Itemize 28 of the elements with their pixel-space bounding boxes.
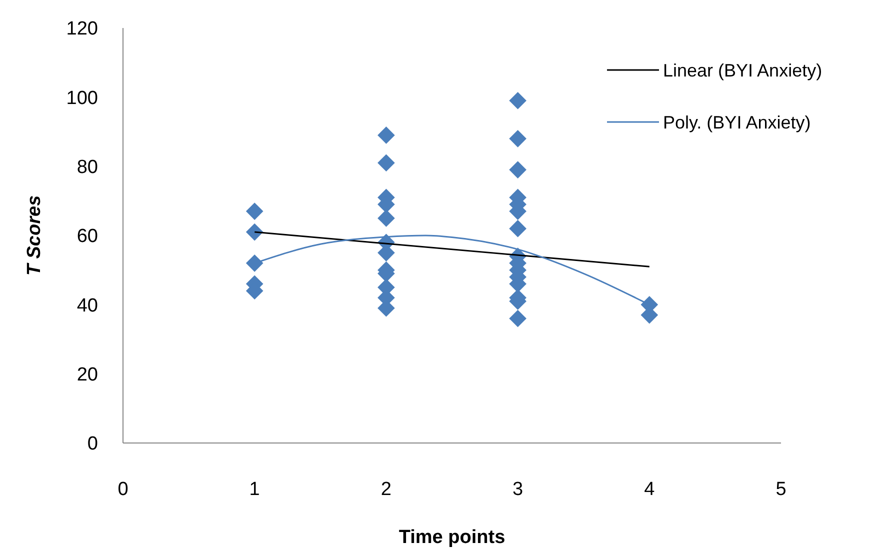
y-tick-label: 100	[66, 88, 98, 109]
point	[378, 154, 395, 172]
x-tick-label: 0	[118, 479, 128, 500]
x-tick-label: 2	[380, 479, 392, 500]
y-tick-label: 120	[66, 18, 98, 40]
point	[246, 223, 264, 241]
point	[509, 161, 526, 178]
point	[378, 210, 395, 227]
point	[246, 254, 264, 272]
point	[246, 202, 264, 220]
y-tick-label: 80	[76, 156, 98, 178]
x-tick-label: 1	[249, 479, 260, 500]
y-tick-label: 40	[76, 295, 98, 316]
point	[509, 310, 526, 328]
point	[378, 126, 395, 144]
x-tick-label: 3	[512, 479, 524, 500]
point	[509, 130, 526, 148]
y-tick-label: 20	[76, 364, 98, 386]
x-tick-label: 4	[644, 479, 656, 500]
point	[509, 220, 526, 238]
legend-label: Linear (BYI Anxiety)	[663, 60, 822, 80]
y-axis-title: T Scores	[24, 195, 45, 276]
x-tick-label: 5	[776, 479, 786, 500]
point	[509, 92, 526, 110]
y-tick-label: 60	[76, 226, 98, 248]
y-tick-label: 0	[87, 434, 98, 455]
x-axis-title: Time points	[398, 527, 506, 548]
legend-label: Poly. (BYI Anxiety)	[663, 112, 811, 132]
